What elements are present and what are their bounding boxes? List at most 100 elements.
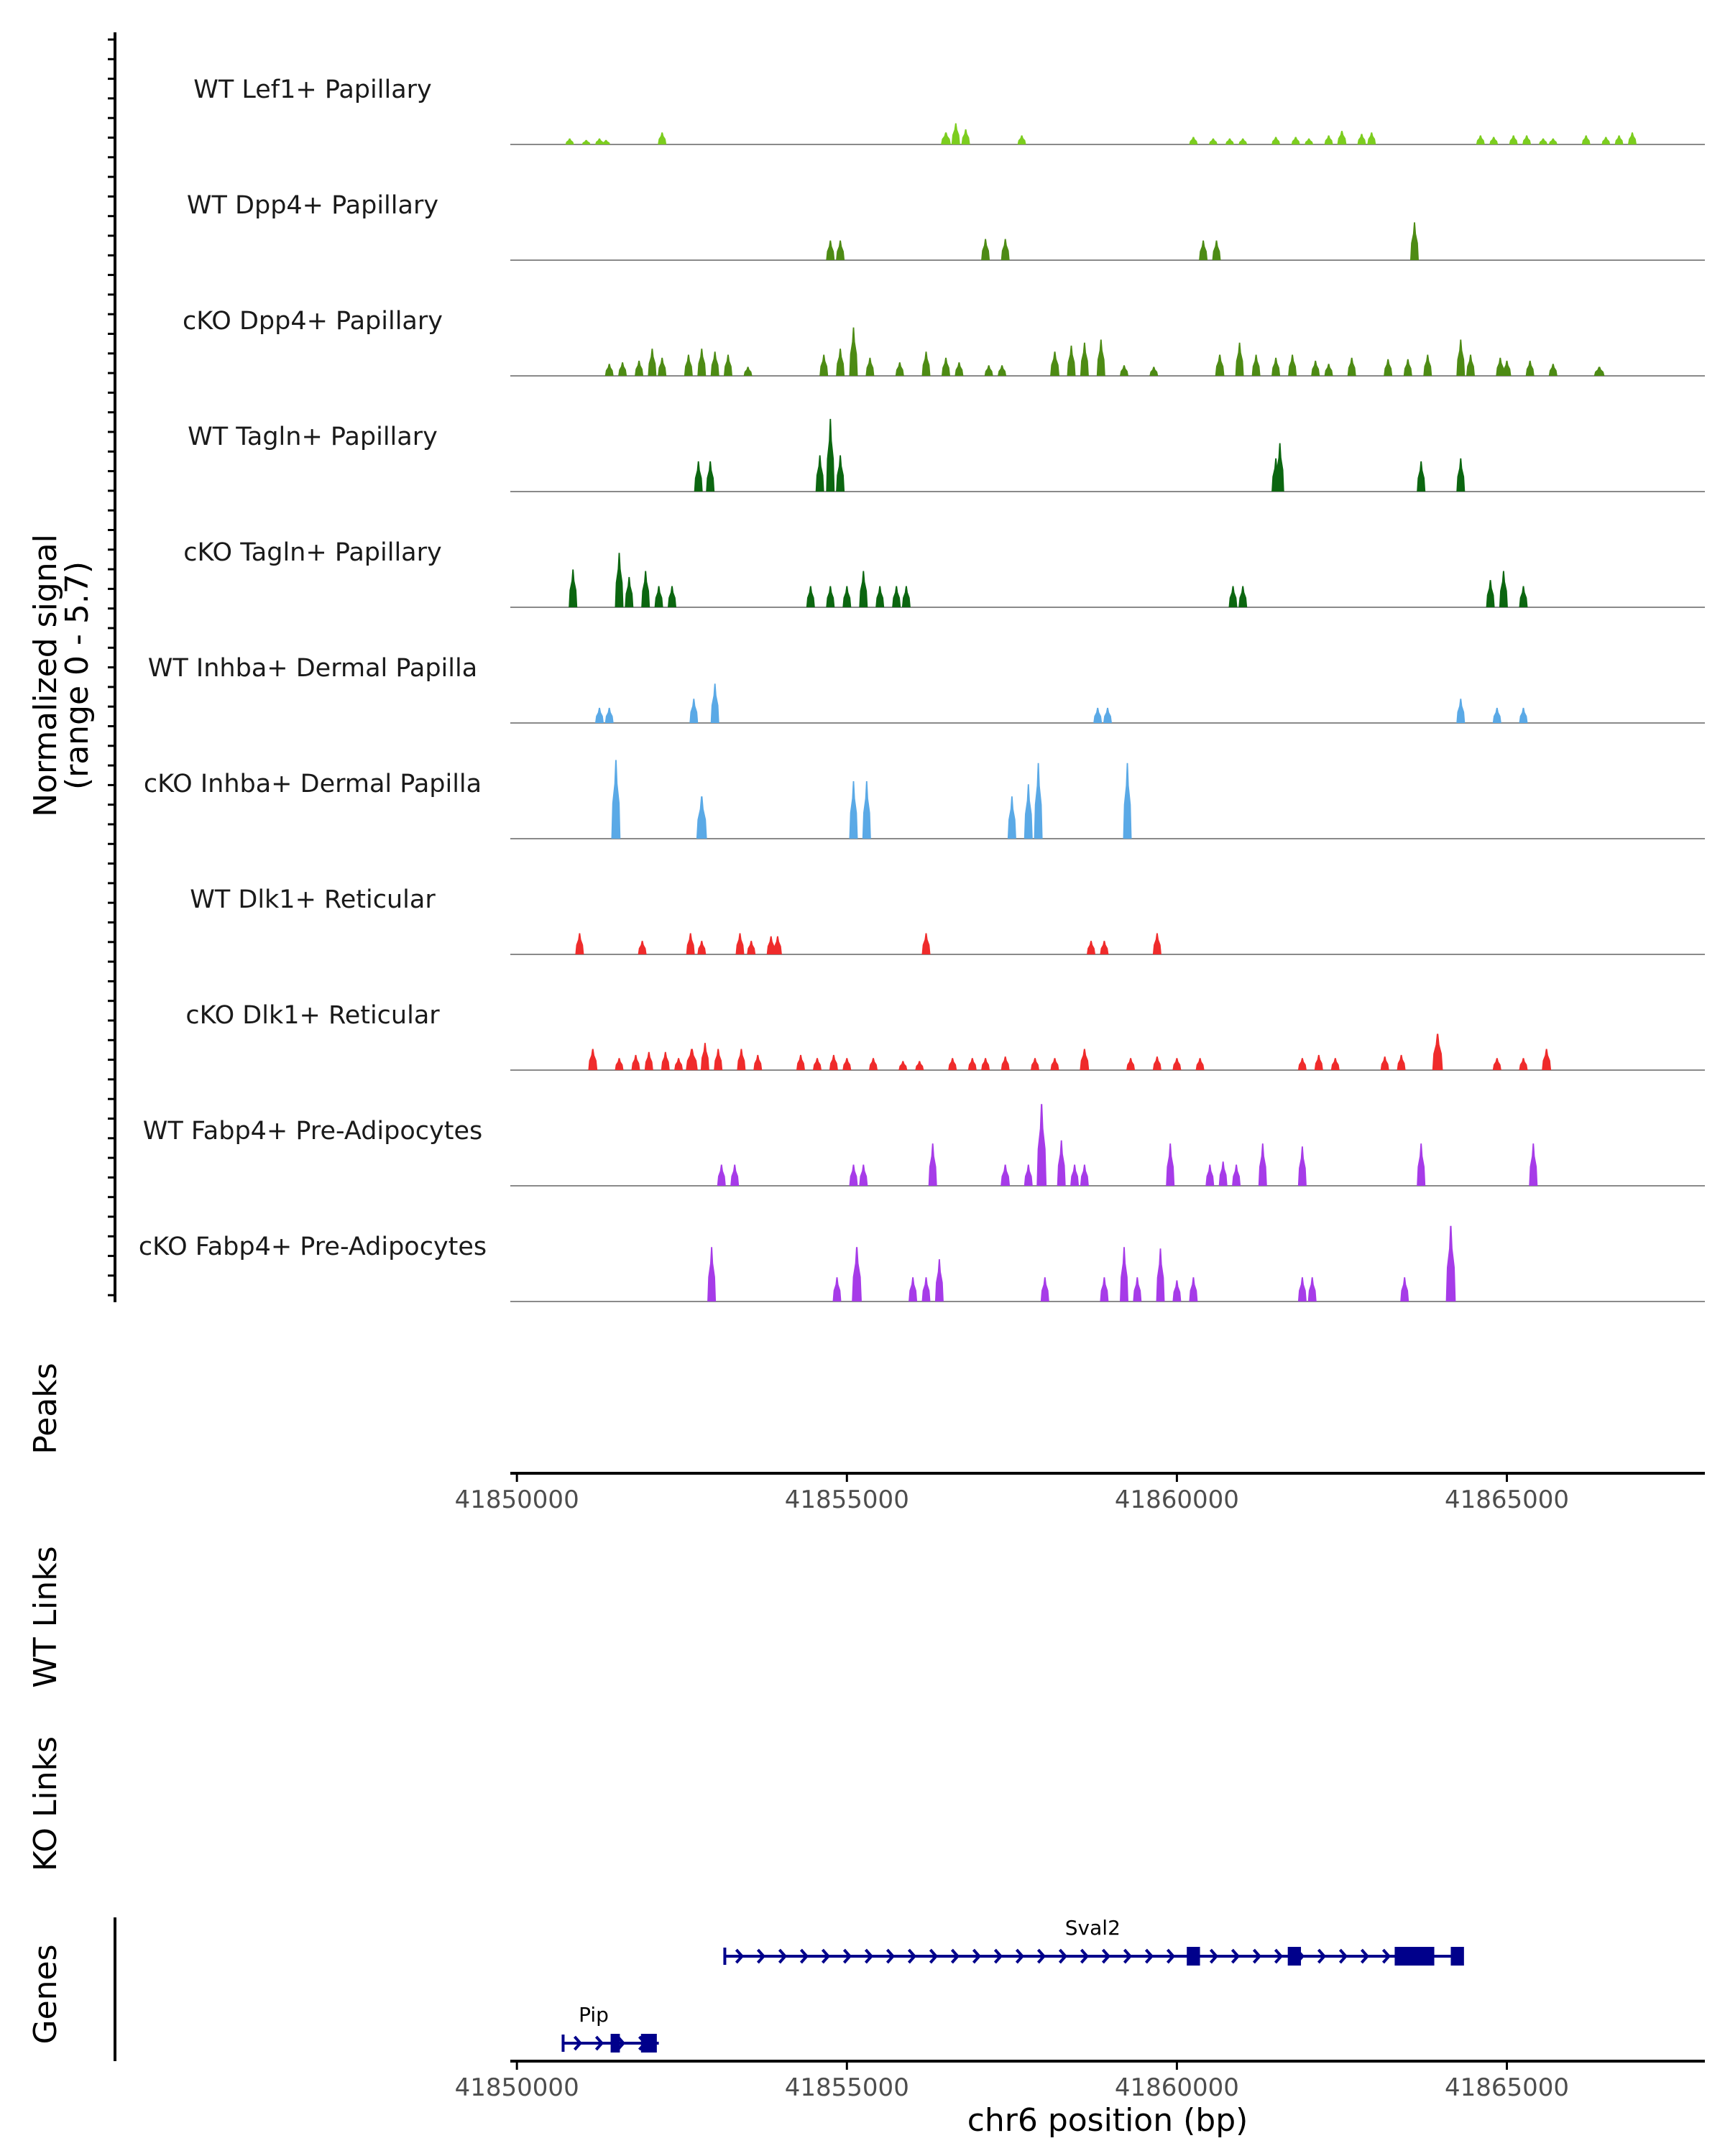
signal-peak: [1000, 239, 1010, 260]
track-label: cKO Fabp4+ Pre-Adipocytes: [139, 1233, 487, 1261]
signal-peak: [901, 586, 911, 607]
signal-peak: [1314, 1054, 1323, 1070]
x-tick-label: 41860000: [1115, 2073, 1239, 2102]
signal-peak: [1205, 1164, 1215, 1186]
signal-peak: [714, 1049, 723, 1070]
signal-peak: [724, 354, 732, 376]
signal-peak: [689, 699, 699, 723]
signal-peak: [862, 781, 871, 839]
signal-peak: [1195, 1058, 1205, 1070]
signal-peak: [1232, 1164, 1241, 1186]
signal-peak: [1166, 1143, 1175, 1186]
signal-peak: [859, 1164, 868, 1186]
signal-peak: [921, 1277, 931, 1302]
track-label: WT Lef1+ Papillary: [193, 75, 432, 104]
signal-peak: [641, 571, 650, 607]
signal-peak: [1476, 135, 1485, 144]
strand-arrow: [594, 2035, 604, 2051]
signal-peak: [941, 132, 951, 144]
signal-peak: [1417, 1143, 1426, 1186]
coverage-track: cKO Inhba+ Dermal Papilla: [144, 760, 1705, 839]
signal-peak: [981, 239, 990, 260]
signal-peak: [836, 349, 845, 376]
signal-peak: [1100, 941, 1109, 954]
strand-arrow: [1317, 1948, 1327, 1964]
signal-peak: [1034, 763, 1043, 839]
signal-peak: [849, 781, 858, 839]
signal-peak: [1271, 137, 1281, 144]
signal-peak: [753, 1054, 763, 1070]
signal-peak: [1324, 364, 1333, 376]
signal-peak: [706, 461, 715, 492]
signal-peak: [1499, 571, 1508, 607]
signal-peak: [1486, 580, 1495, 607]
signal-peak: [1357, 134, 1366, 144]
signal-peak: [635, 360, 644, 376]
signal-peak: [948, 1058, 957, 1070]
signal-peak: [1238, 138, 1248, 144]
signal-peak: [1133, 1277, 1142, 1302]
signal-peak: [1100, 1277, 1109, 1302]
strand-arrow: [821, 1948, 831, 1964]
wt-links-section-label: WT Links: [27, 1546, 64, 1687]
track-label: cKO Dlk1+ Reticular: [185, 1001, 440, 1030]
strand-arrow: [1080, 1948, 1090, 1964]
signal-peak: [1080, 342, 1089, 376]
signal-peak: [602, 139, 611, 144]
signal-y-label: Normalized signal: [27, 534, 64, 817]
signal-peak: [1103, 707, 1112, 723]
x-tick-label: 41860000: [1115, 1485, 1239, 1514]
signal-peak: [842, 586, 852, 607]
signal-peak: [1087, 941, 1095, 954]
strand-arrow: [1166, 1948, 1176, 1964]
signal-peak: [1384, 359, 1393, 376]
signal-peak: [842, 1058, 852, 1070]
strand-arrow: [1209, 1948, 1219, 1964]
signal-peak: [921, 933, 931, 954]
signal-peak: [1007, 796, 1016, 839]
signal-peak: [1024, 784, 1033, 839]
strand-arrow: [1036, 1948, 1046, 1964]
signal-peak: [1307, 1277, 1317, 1302]
signal-peak: [1492, 707, 1501, 723]
signal-peak: [668, 586, 676, 607]
signal-peak: [1212, 240, 1221, 260]
gene-exon: [1394, 1947, 1435, 1966]
strand-arrow: [1058, 1948, 1068, 1964]
signal-peak: [1000, 1056, 1010, 1070]
signal-peak: [565, 138, 574, 144]
signal-peak: [575, 933, 584, 954]
signal-peak: [1601, 137, 1611, 144]
strand-arrow: [735, 1948, 745, 1964]
x-tick-label: 41855000: [785, 1485, 909, 1514]
signal-peak: [1238, 586, 1248, 607]
coverage-track: WT Lef1+ Papillary: [193, 75, 1705, 145]
signal-peak: [1456, 699, 1466, 723]
signal-peak: [1410, 222, 1419, 260]
signal-peak: [892, 586, 901, 607]
signal-peak: [1525, 360, 1535, 376]
signal-peak: [1258, 1143, 1267, 1186]
signal-peak: [654, 586, 663, 607]
signal-peak: [611, 760, 621, 839]
coverage-track: WT Dlk1+ Reticular: [190, 885, 1705, 955]
x-axis-title: chr6 position (bp): [967, 2102, 1248, 2139]
signal-peak: [1456, 339, 1466, 376]
signal-peak: [710, 351, 719, 376]
strand-arrow: [1360, 1948, 1370, 1964]
signal-peak: [658, 132, 667, 144]
signal-peak: [694, 461, 703, 492]
signal-peak: [595, 138, 604, 144]
coverage-track: WT Tagln+ Papillary: [188, 418, 1705, 492]
signal-peak: [1403, 359, 1412, 376]
signal-peak: [967, 1058, 977, 1070]
signal-peak: [895, 362, 904, 376]
signal-peak: [588, 1049, 598, 1070]
track-label: WT Dlk1+ Reticular: [190, 885, 436, 914]
strand-arrow: [907, 1948, 917, 1964]
signal-peak: [806, 586, 815, 607]
signal-peak: [1218, 1161, 1228, 1186]
signal-peak: [1432, 1033, 1443, 1070]
strand-arrow: [972, 1948, 982, 1964]
strand-arrow: [1101, 1948, 1111, 1964]
